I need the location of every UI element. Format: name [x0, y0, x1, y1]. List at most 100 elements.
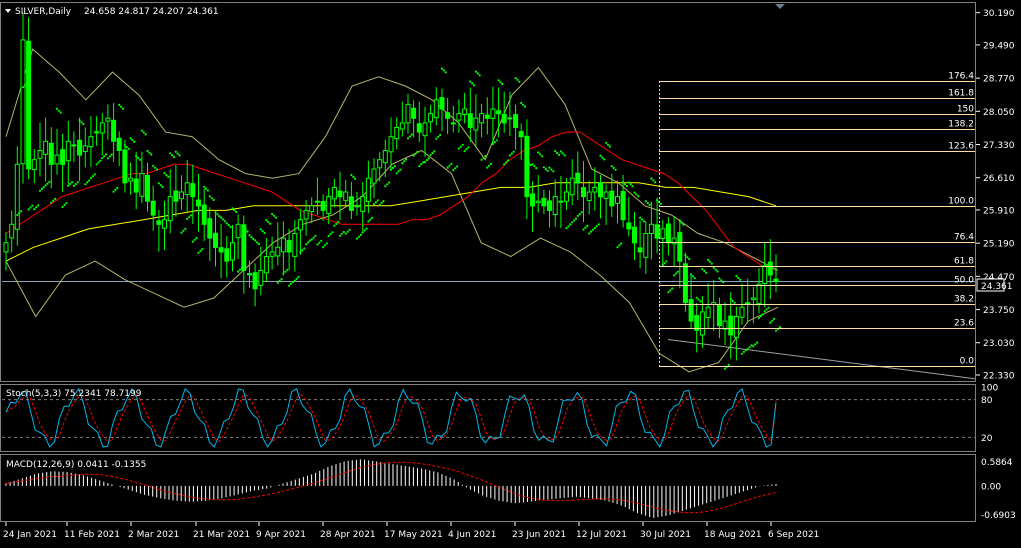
symbol-label: SILVER,Daily [15, 7, 72, 17]
sar-dot [752, 345, 755, 348]
sar-dot [259, 228, 262, 231]
fib-label: 150 [957, 105, 974, 115]
chevron-down-icon[interactable] [5, 9, 11, 13]
sar-dot [552, 170, 555, 173]
sar-dot [97, 161, 100, 164]
fib-label: 176.4 [948, 72, 974, 82]
sar-dot [104, 153, 108, 156]
sar-dot [603, 158, 606, 161]
sar-dot [223, 220, 226, 223]
candle-body [750, 297, 756, 300]
sar-dot [761, 313, 764, 316]
sar-dot [750, 344, 753, 347]
sar-dot [265, 219, 268, 222]
candle-body [252, 272, 258, 290]
sar-dot [673, 274, 676, 277]
chart-shift-marker-icon[interactable] [775, 4, 785, 9]
sar-dot [556, 151, 559, 155]
sar-dot [539, 153, 542, 156]
candle-body [530, 193, 535, 207]
candle-body [569, 177, 575, 196]
sar-dot [397, 170, 400, 173]
sar-dot [180, 231, 183, 234]
sar-dot [648, 203, 651, 206]
candle-body [479, 113, 485, 124]
sar-dot [320, 239, 323, 242]
sar-dot [172, 155, 176, 159]
sar-dot [67, 184, 70, 187]
sar-dot [159, 184, 162, 187]
fib-label: 138.2 [948, 120, 974, 130]
candle-body [65, 140, 71, 162]
sar-dot [705, 271, 708, 274]
sar-dot [93, 173, 96, 176]
candle-body [94, 131, 100, 134]
sar-dot [99, 159, 102, 162]
sar-dot [423, 161, 427, 164]
sar-dot [452, 169, 455, 172]
sar-dot [503, 163, 506, 166]
sar-dot [410, 133, 413, 136]
sar-dot [246, 230, 249, 233]
sar-dot [376, 199, 379, 202]
sar-dot [63, 203, 66, 207]
sar-dot [773, 317, 776, 320]
candle-body [247, 273, 252, 276]
sar-dot [674, 272, 678, 275]
sar-dot [263, 231, 266, 235]
sar-dot [527, 162, 530, 165]
sar-dot [420, 163, 423, 166]
sar-dot [21, 86, 25, 89]
price-tick-label: 24.470 [983, 273, 1015, 283]
candle-body [552, 196, 558, 216]
sar-dot [639, 216, 642, 219]
candle-body [314, 200, 320, 203]
sar-dot [618, 244, 621, 247]
candle-body [133, 178, 139, 193]
sar-dot [593, 227, 596, 230]
sar-dot [682, 223, 685, 226]
sar-dot [380, 201, 383, 204]
candle-body [14, 163, 20, 230]
sar-dot [137, 156, 140, 159]
sar-dot [178, 154, 181, 157]
current-price-value: 24.361 [981, 282, 1013, 292]
sar-dot [295, 277, 298, 280]
sar-dot [584, 226, 587, 229]
sar-dot [208, 195, 211, 198]
main-header[interactable]: SILVER,Daily 24.658 24.817 24.207 24.361 [5, 7, 219, 17]
sar-dot [371, 216, 374, 219]
sar-dot [197, 251, 200, 254]
sar-dot [669, 289, 672, 292]
sar-dot [774, 329, 778, 332]
sar-dot [123, 144, 126, 147]
sar-dot [148, 151, 151, 154]
sar-dot [305, 243, 308, 246]
sar-dot [535, 167, 538, 170]
stoch-main-line [5, 387, 777, 448]
candle-body [433, 99, 439, 119]
candle-body [241, 224, 247, 271]
fib-label: 76.4 [954, 233, 974, 243]
candle-body [371, 168, 377, 184]
sar-dot [80, 121, 83, 124]
sar-dot [573, 219, 576, 222]
sar-dot [401, 162, 404, 165]
sar-dot [633, 191, 636, 194]
sar-dot [546, 169, 549, 172]
sar-dot [707, 258, 710, 261]
candle-body [445, 112, 451, 119]
sar-dot [286, 268, 289, 271]
sar-dot [757, 316, 761, 320]
sar-dot [599, 154, 602, 157]
sar-dot [446, 166, 449, 169]
sar-dot [574, 217, 578, 220]
sar-dot [748, 346, 751, 349]
sar-dot [229, 225, 232, 229]
candle-body [632, 226, 637, 244]
sar-dot [620, 242, 623, 245]
sar-dot [116, 186, 119, 190]
sar-dot [497, 79, 500, 82]
sar-dot [652, 179, 655, 182]
